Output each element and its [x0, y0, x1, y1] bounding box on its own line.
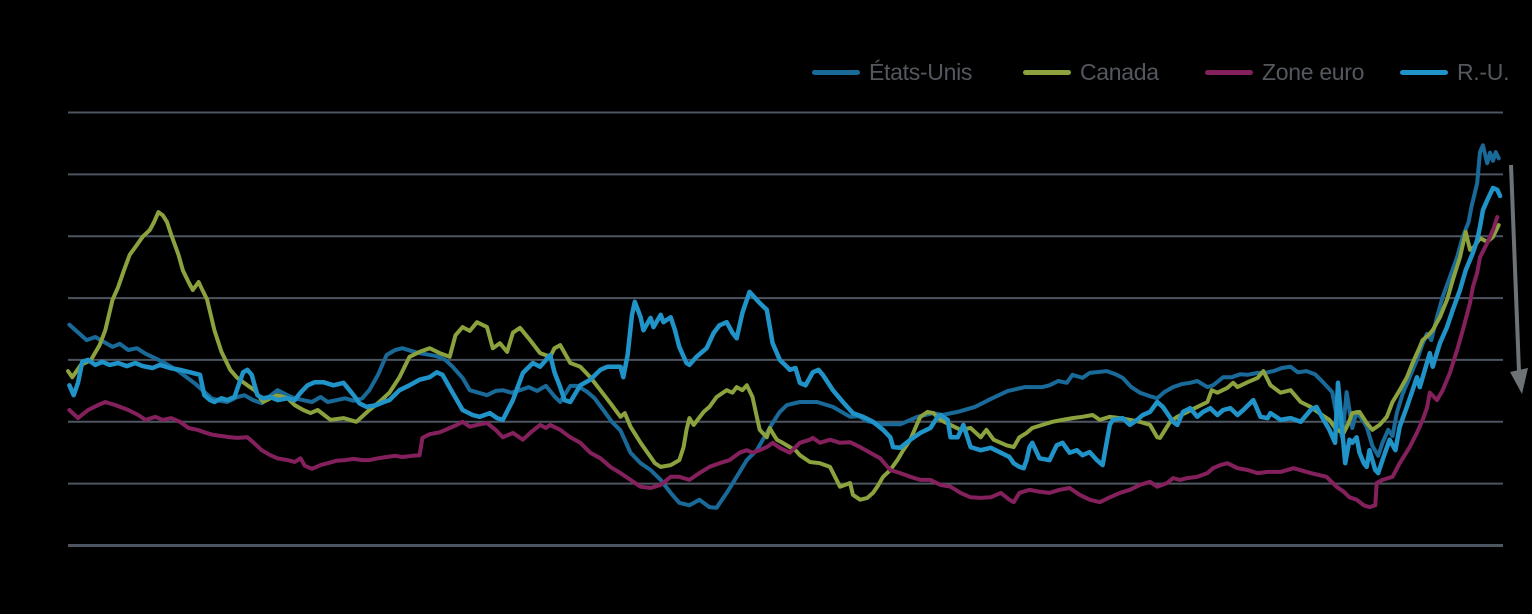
legend-swatch-r-u	[1400, 69, 1448, 75]
legend-label-etats-unis: États-Unis	[869, 59, 973, 85]
legend-label-canada: Canada	[1080, 59, 1159, 85]
legend-swatch-etats-unis	[812, 69, 860, 75]
legend-label-r-u: R.-U.	[1457, 59, 1510, 85]
legend-item-canada: Canada	[1023, 57, 1159, 87]
legend-item-r-u: R.-U.	[1400, 57, 1509, 87]
legend-item-etats-unis: États-Unis	[812, 57, 972, 87]
legend-swatch-canada	[1023, 69, 1071, 75]
legend-item-zone-euro: Zone euro	[1205, 57, 1364, 87]
legend-label-zone-euro: Zone euro	[1262, 59, 1365, 85]
chart-legend: États-Unis Canada Zone euro R.-U.	[0, 57, 1532, 87]
legend-swatch-zone-euro	[1205, 69, 1253, 75]
